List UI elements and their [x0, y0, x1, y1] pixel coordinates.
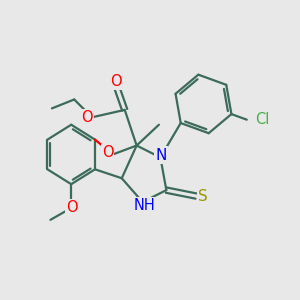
Text: Cl: Cl [255, 112, 269, 127]
Text: O: O [81, 110, 92, 125]
Text: O: O [102, 146, 113, 160]
Text: N: N [155, 148, 167, 163]
Text: O: O [66, 200, 78, 215]
Text: NH: NH [133, 198, 155, 213]
Text: O: O [110, 74, 122, 88]
Text: S: S [198, 189, 208, 204]
